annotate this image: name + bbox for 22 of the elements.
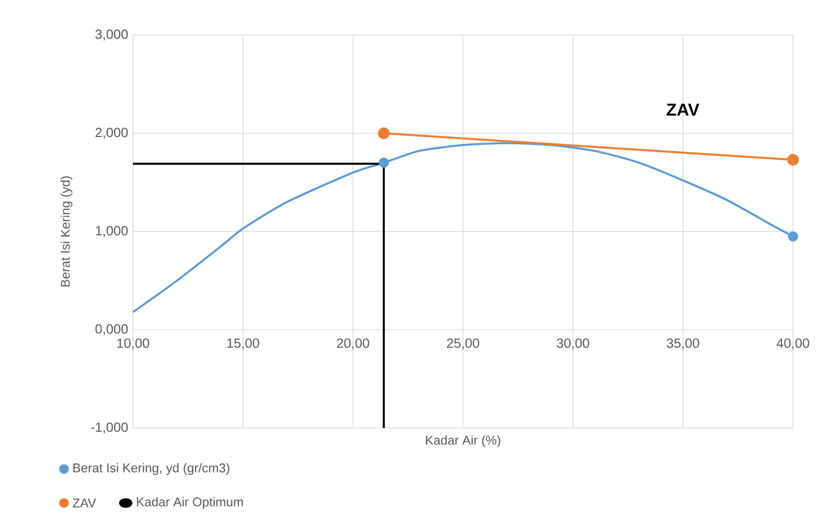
point xyxy=(787,154,799,166)
point xyxy=(378,127,390,140)
legend-label: ZAV xyxy=(72,498,96,508)
point xyxy=(788,231,798,242)
y-tick-label: 2,000 xyxy=(96,128,128,139)
x-tick-label: 30,00 xyxy=(556,338,590,350)
x-tick-label: 35,00 xyxy=(666,338,700,350)
y-tick-label: 3,000 xyxy=(95,30,128,41)
y-tick-label: 1,000 xyxy=(96,226,128,238)
x-tick-label: 10,00 xyxy=(117,338,150,350)
legend-label: Kadar Air Optimum xyxy=(137,497,243,509)
legend-label: Berat Isi Kering, yd (gr/cm3) xyxy=(73,463,230,475)
x-tick-label: 15,00 xyxy=(227,338,260,350)
x-axis-title: Kadar Air (%) xyxy=(426,435,500,448)
y-tick-label: 0,000 xyxy=(95,324,128,336)
y-axis-title: Berat Isi Kering (yd) xyxy=(60,176,72,286)
y-tick-label: -1,000 xyxy=(91,422,128,434)
point xyxy=(378,158,389,168)
x-tick-label: 40,00 xyxy=(776,338,810,350)
annotation: ZAV xyxy=(666,104,700,116)
x-tick-label: 20,00 xyxy=(336,338,370,350)
x-tick-label: 25,00 xyxy=(446,338,480,350)
